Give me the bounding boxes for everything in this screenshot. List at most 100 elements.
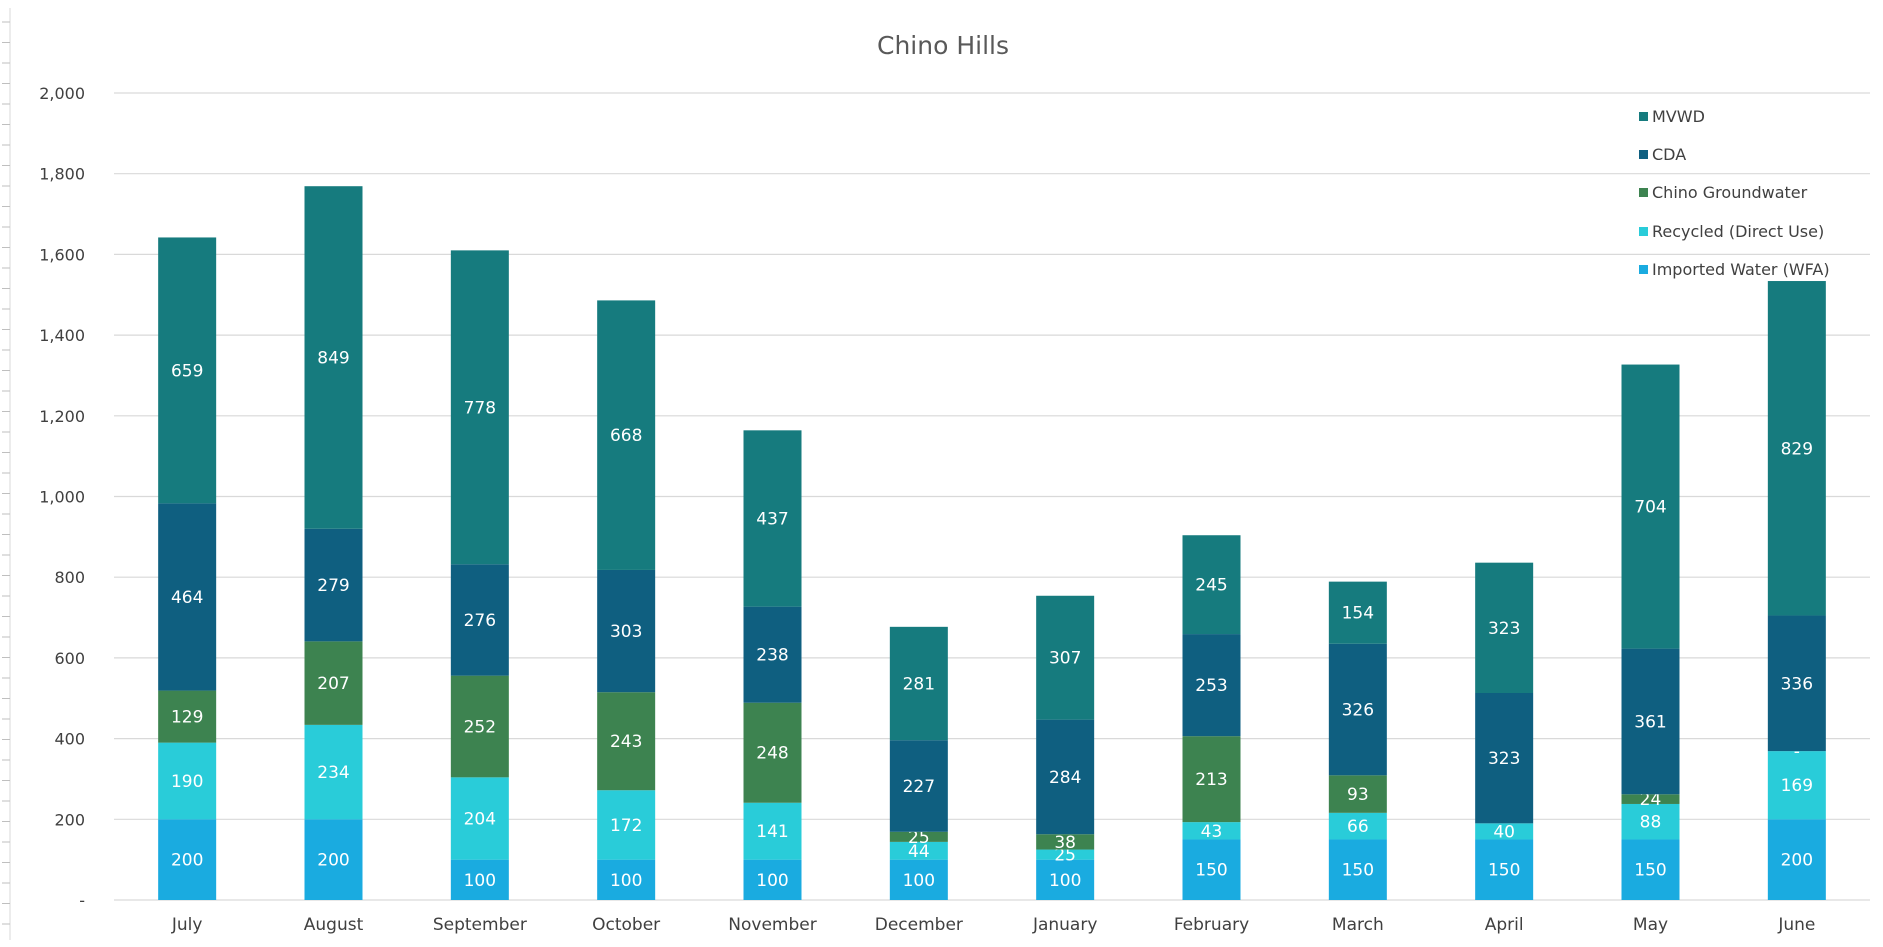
bar-segment [889, 626, 948, 741]
bar-segment [1621, 648, 1680, 795]
bar-segment [1036, 849, 1095, 860]
x-tick-label: October [592, 915, 660, 935]
y-tick-label: 1,600 [39, 245, 85, 264]
y-tick-label: 1,200 [39, 407, 85, 426]
data-label: 252 [464, 717, 496, 737]
x-tick-label: June [1777, 915, 1815, 935]
data-label: 668 [610, 426, 642, 446]
data-label: 100 [610, 871, 642, 891]
data-label: - [1794, 742, 1800, 762]
data-label: 129 [171, 708, 203, 728]
legend-swatch [1639, 150, 1648, 160]
bar-segment [597, 859, 656, 900]
data-label: 704 [1634, 498, 1666, 518]
data-label: 326 [1342, 701, 1374, 721]
bar-segment [450, 675, 509, 778]
data-label: 190 [171, 772, 203, 792]
data-label: 24 [1640, 790, 1662, 810]
bar-segment [1767, 615, 1826, 752]
data-label: 200 [1781, 851, 1813, 871]
bar-segment [1767, 281, 1826, 616]
data-label: 43 [1201, 822, 1223, 842]
data-label: 778 [464, 398, 496, 418]
data-label: 88 [1640, 813, 1662, 833]
data-label: 227 [903, 777, 935, 797]
data-label: 213 [1195, 770, 1227, 790]
data-label: 154 [1342, 604, 1374, 624]
data-label: 253 [1195, 676, 1227, 696]
data-label: 234 [317, 763, 349, 783]
bar-segment [1182, 822, 1241, 840]
bar-segment [743, 802, 802, 860]
y-tick-label: 2,000 [39, 84, 85, 103]
bar-segment [450, 777, 509, 860]
legend-item: Imported Water (WFA) [1639, 251, 1879, 289]
x-tick-label: December [875, 915, 963, 935]
data-label: 245 [1195, 576, 1227, 596]
chart-legend: MVWD CDA Chino Groundwater Recycled (Direct… [1639, 97, 1879, 289]
bar-segment [1182, 634, 1241, 737]
data-label: 248 [756, 744, 788, 764]
x-tick-label: February [1174, 915, 1249, 935]
data-label: 829 [1781, 439, 1813, 459]
data-label: 100 [903, 871, 935, 891]
data-label: 323 [1488, 619, 1520, 639]
bar-segment [597, 692, 656, 791]
y-tick-label: 1,800 [39, 165, 85, 184]
bar-segment [304, 186, 363, 529]
bar-segment [743, 702, 802, 803]
data-label: 307 [1049, 649, 1081, 669]
x-tick-label: May [1633, 915, 1668, 935]
legend-item: CDA [1639, 135, 1879, 173]
x-tick-label: July [171, 915, 203, 935]
bar-segment [158, 237, 217, 504]
bar-segment [1475, 693, 1534, 824]
bar-segment [1328, 643, 1387, 776]
data-label: 150 [1342, 861, 1374, 881]
bar-segment [304, 819, 363, 900]
bar-segment [1036, 834, 1095, 850]
data-label: 100 [1049, 871, 1081, 891]
bar-segment [1328, 812, 1387, 840]
bar-segment [450, 564, 509, 676]
legend-swatch [1639, 265, 1648, 275]
data-label: 169 [1781, 776, 1813, 796]
x-tick-label: April [1485, 915, 1524, 935]
legend-swatch [1639, 226, 1648, 236]
data-label: 243 [610, 732, 642, 752]
bar-segment [889, 859, 948, 900]
data-label: 25 [908, 828, 930, 848]
data-label: 361 [1634, 712, 1666, 732]
data-label: 141 [756, 822, 788, 842]
bar-segment [1036, 719, 1095, 835]
legend-label: Recycled (Direct Use) [1652, 221, 1825, 241]
data-label: 100 [464, 871, 496, 891]
data-label: 279 [317, 576, 349, 596]
x-tick-label: November [728, 915, 816, 935]
data-label: 659 [171, 361, 203, 381]
data-label: 464 [171, 588, 203, 608]
bar-segment [158, 690, 217, 743]
data-label: 25 [1054, 846, 1076, 866]
data-label: 204 [464, 809, 496, 829]
bar-segment [1621, 839, 1680, 900]
data-label: 200 [171, 851, 203, 871]
y-tick-label: 800 [54, 568, 85, 587]
bar-segment [597, 300, 656, 570]
bar-segment [1621, 803, 1680, 840]
data-label: 40 [1493, 822, 1515, 842]
bar-segment [1328, 775, 1387, 813]
y-tick-label: 200 [54, 810, 85, 829]
bar-segment [1182, 736, 1241, 823]
bar-segment [1182, 839, 1241, 900]
bar-segment [1475, 823, 1534, 840]
data-label: 172 [610, 816, 642, 836]
data-label: 281 [903, 675, 935, 695]
data-label: 303 [610, 622, 642, 642]
data-label: 207 [317, 674, 349, 694]
data-label: 284 [1049, 768, 1081, 788]
data-label: 93 [1347, 785, 1369, 805]
data-label: 150 [1195, 861, 1227, 881]
data-label: 150 [1634, 861, 1666, 881]
